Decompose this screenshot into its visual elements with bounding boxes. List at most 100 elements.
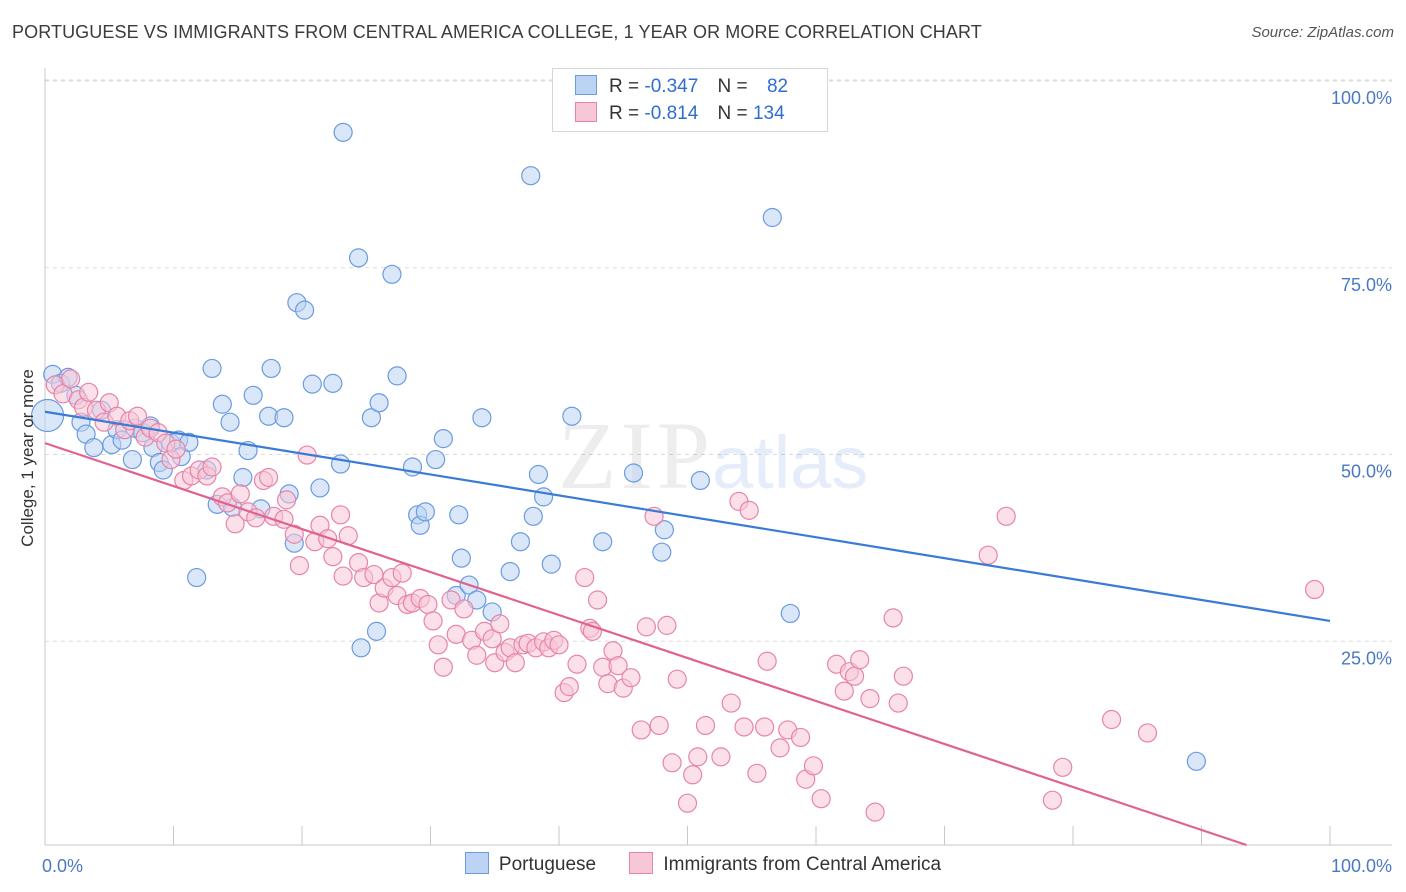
data-point	[844, 666, 865, 686]
data-point	[739, 500, 759, 520]
data-point	[1186, 751, 1206, 771]
data-point	[1053, 757, 1073, 777]
data-point	[533, 487, 554, 507]
data-point	[657, 615, 677, 635]
data-point	[79, 382, 99, 402]
data-point	[803, 756, 824, 776]
legend-swatch-central-america	[575, 102, 597, 122]
data-point	[811, 789, 831, 809]
data-point	[528, 464, 549, 485]
legend-row-portuguese: R = -0.347 N = 82	[575, 75, 788, 101]
data-points	[30, 122, 1325, 822]
series-label-portuguese: Portuguese	[498, 854, 597, 875]
data-point	[562, 406, 582, 426]
data-point	[711, 747, 731, 767]
data-point	[166, 439, 186, 459]
source-label: Source: ZipAtlas.com	[1251, 24, 1394, 41]
data-point	[652, 542, 672, 562]
data-point	[361, 408, 381, 428]
data-point	[243, 385, 263, 405]
chart-title: PORTUGUESE VS IMMIGRANTS FROM CENTRAL AM…	[12, 22, 982, 42]
data-point	[654, 520, 674, 540]
data-point	[567, 654, 587, 674]
series-legend-central-america: Immigrants from Central America	[629, 852, 941, 876]
data-point	[366, 621, 387, 641]
data-point	[348, 248, 369, 268]
data-point	[834, 681, 854, 701]
y-axis-label: College, 1 year or more	[18, 369, 37, 547]
legend-row-central-america: R = -0.814 N = 134	[575, 102, 785, 128]
data-point	[482, 629, 502, 649]
data-point	[549, 635, 569, 655]
series-legend-portuguese: Portuguese	[464, 852, 597, 876]
legend-n-label: N =	[717, 76, 748, 97]
data-point	[757, 651, 777, 671]
watermark-atlas: atlas	[712, 421, 868, 504]
series-label-central-america: Immigrants from Central America	[663, 854, 942, 875]
data-point	[770, 738, 790, 758]
data-point	[1304, 579, 1325, 600]
trend-lines	[44, 410, 1331, 847]
data-point	[122, 449, 142, 470]
data-point	[274, 408, 294, 428]
legend-r-value: -0.347	[644, 76, 699, 97]
series-central-america	[45, 369, 1325, 822]
data-point	[454, 599, 474, 619]
data-point	[294, 300, 315, 320]
data-point	[433, 657, 453, 677]
data-point	[631, 720, 651, 740]
legend-n-label: N =	[717, 103, 748, 124]
data-point	[202, 457, 222, 477]
watermark-zip: ZIP	[558, 402, 714, 509]
data-point	[382, 264, 402, 284]
data-point	[888, 693, 908, 713]
legend-swatch-portuguese	[575, 75, 597, 95]
data-point	[621, 668, 641, 688]
data-point	[202, 358, 222, 379]
data-point	[734, 717, 754, 737]
data-point	[747, 763, 767, 783]
data-point	[276, 490, 297, 510]
data-point	[415, 502, 435, 522]
data-point	[575, 567, 595, 588]
data-point	[683, 765, 703, 785]
data-point	[451, 548, 471, 568]
series-swatch-portuguese	[464, 852, 489, 874]
data-point	[61, 369, 81, 389]
data-point	[428, 635, 448, 655]
data-point	[392, 563, 412, 583]
data-point	[521, 166, 541, 186]
data-point	[790, 727, 811, 748]
data-point	[1137, 723, 1158, 743]
data-point	[505, 653, 525, 673]
data-point	[467, 645, 487, 665]
x-tick-label-min: 0.0%	[42, 856, 83, 876]
axes: 25.0% 50.0% 75.0% 100.0% 0.0% 100.0%	[42, 68, 1392, 876]
legend-n-value: 82	[766, 76, 789, 97]
data-point	[860, 688, 880, 709]
data-point	[289, 556, 310, 576]
data-point	[623, 463, 644, 483]
data-point	[1042, 790, 1063, 810]
data-point	[220, 412, 240, 432]
data-point	[688, 747, 708, 767]
data-point	[523, 506, 543, 526]
watermark: ZIP atlas	[558, 402, 868, 509]
gridlines	[45, 79, 1392, 642]
data-point	[418, 594, 438, 615]
data-point	[258, 467, 279, 488]
legend: R = -0.347 N = 82 R = -0.814 N = 134	[552, 68, 828, 132]
data-point	[850, 650, 870, 670]
y-tick-label: 50.0%	[1341, 462, 1392, 482]
y-tick-label: 75.0%	[1341, 275, 1392, 295]
data-point	[1101, 709, 1122, 730]
data-point	[330, 505, 351, 525]
data-point	[593, 532, 613, 552]
data-point	[636, 617, 656, 637]
y-tick-label: 100.0%	[1331, 88, 1392, 108]
data-point	[754, 717, 775, 737]
series-legend: Portuguese Immigrants from Central Ameri…	[0, 852, 1406, 876]
y-tick-label: 25.0%	[1341, 648, 1392, 668]
data-point	[433, 429, 453, 449]
data-point	[387, 366, 407, 386]
